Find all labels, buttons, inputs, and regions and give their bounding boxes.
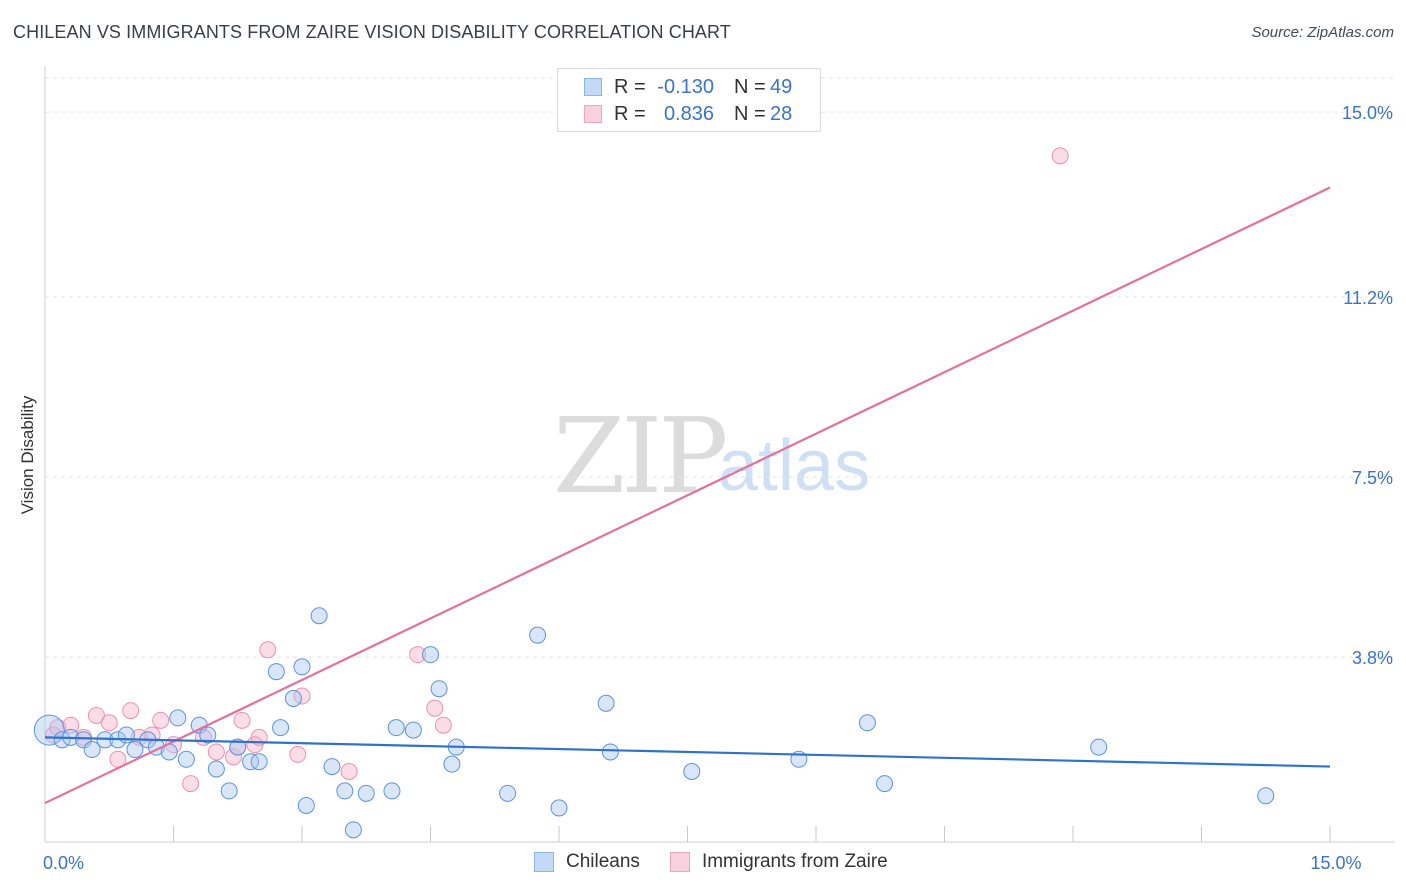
tick-labels: 3.8% 7.5% 11.2% 15.0% 0.0% 15.0% bbox=[43, 103, 1393, 873]
chilean-point bbox=[242, 753, 260, 771]
chilean-point bbox=[220, 782, 238, 800]
chilean-point bbox=[75, 731, 93, 749]
chilean-point bbox=[272, 719, 290, 737]
y-tick-label: 15.0% bbox=[1342, 103, 1393, 123]
y-tick-label: 3.8% bbox=[1352, 648, 1393, 668]
x-tick-label: 0.0% bbox=[43, 853, 84, 873]
zaire-point bbox=[122, 702, 140, 720]
chilean-point bbox=[443, 755, 461, 773]
chilean-point bbox=[858, 714, 876, 732]
chilean-point bbox=[126, 741, 144, 759]
zaire-point bbox=[434, 716, 452, 734]
chilean-point bbox=[683, 762, 701, 780]
legend-label-zaire: Immigrants from Zaire bbox=[701, 851, 888, 872]
legend-item-chileans: Chileans bbox=[534, 851, 640, 873]
chilean-point bbox=[529, 626, 547, 644]
chilean-point bbox=[207, 760, 225, 778]
zaire-point bbox=[224, 748, 242, 766]
chilean-point bbox=[430, 680, 448, 698]
n-label: N = bbox=[734, 102, 766, 125]
zaire-point bbox=[152, 711, 170, 729]
chilean-point bbox=[344, 821, 362, 839]
correlation-legend: R = -0.130 N = 49 R = 0.836 N = 28 bbox=[557, 68, 821, 132]
chileans-swatch-icon bbox=[584, 78, 602, 96]
chilean-point bbox=[293, 658, 311, 676]
zaire-point bbox=[289, 745, 307, 763]
chilean-point bbox=[83, 741, 101, 759]
y-tick-label: 11.2% bbox=[1343, 288, 1393, 308]
chart-title: CHILEAN VS IMMIGRANTS FROM ZAIRE VISION … bbox=[13, 22, 731, 42]
chilean-point bbox=[117, 726, 135, 744]
chilean-point bbox=[1257, 787, 1275, 805]
zaire-swatch-icon bbox=[584, 105, 602, 123]
zaire-point bbox=[426, 699, 444, 717]
r-value: 0.836 bbox=[663, 102, 714, 125]
r-label: R = bbox=[614, 75, 646, 98]
r-value: -0.130 bbox=[657, 75, 714, 98]
grid-lines bbox=[45, 77, 1395, 658]
zaire-point bbox=[259, 641, 277, 659]
chilean-points bbox=[33, 607, 1275, 839]
chilean-point bbox=[1090, 738, 1108, 756]
chilean-point bbox=[336, 782, 354, 800]
zaire-point bbox=[62, 716, 80, 734]
n-value: 28 bbox=[770, 102, 793, 125]
zaire-point bbox=[100, 714, 118, 732]
chilean-point bbox=[284, 689, 302, 707]
chilean-point bbox=[169, 709, 187, 727]
watermark-zip: ZIP bbox=[553, 395, 728, 517]
zaire-points bbox=[45, 147, 1069, 793]
zaire-swatch-icon bbox=[669, 852, 690, 872]
n-value: 49 bbox=[770, 75, 793, 98]
chilean-point bbox=[876, 775, 894, 793]
zaire-point bbox=[233, 711, 251, 729]
chilean-point bbox=[597, 694, 615, 712]
zaire-point bbox=[207, 743, 225, 761]
chilean-point bbox=[229, 738, 247, 756]
trend-lines bbox=[44, 186, 1331, 805]
chilean-point bbox=[250, 753, 268, 771]
zaire-point bbox=[409, 646, 427, 664]
legend-row-chileans: R = -0.130 N = 49 bbox=[584, 76, 792, 98]
legend-item-zaire: Immigrants from Zaire bbox=[669, 851, 888, 873]
axes bbox=[44, 66, 1395, 843]
watermark-atlas: atlas bbox=[718, 426, 871, 506]
zaire-point bbox=[340, 762, 358, 780]
y-tick-label: 7.5% bbox=[1352, 468, 1393, 488]
series-legend: Chileans Immigrants from Zaire bbox=[534, 851, 918, 873]
legend-row-zaire: R = 0.836 N = 28 bbox=[584, 103, 792, 125]
chilean-point bbox=[404, 721, 422, 739]
chilean-point bbox=[422, 646, 439, 664]
chilean-point bbox=[310, 607, 328, 625]
chilean-point bbox=[177, 750, 195, 768]
legend-label-chileans: Chileans bbox=[566, 851, 640, 872]
chilean-point bbox=[550, 799, 568, 817]
zaire-point bbox=[1051, 147, 1069, 165]
chileans-swatch-icon bbox=[534, 852, 554, 872]
chilean-point bbox=[383, 782, 401, 800]
n-label: N = bbox=[734, 75, 766, 98]
chilean-point bbox=[267, 663, 285, 681]
zaire-trend-line bbox=[44, 186, 1331, 805]
chilean-point bbox=[323, 758, 341, 776]
chilean-point bbox=[357, 784, 375, 802]
chilean-point bbox=[199, 726, 217, 744]
zaire-point bbox=[87, 706, 105, 724]
chilean-point bbox=[297, 797, 315, 815]
r-label: R = bbox=[614, 102, 646, 125]
chilean-point bbox=[387, 719, 405, 737]
chilean-point bbox=[499, 784, 517, 802]
zaire-point bbox=[182, 775, 200, 793]
source-label: Source: ZipAtlas.com bbox=[1251, 24, 1394, 41]
x-tick-label: 15.0% bbox=[1310, 853, 1361, 873]
chilean-point bbox=[601, 743, 619, 761]
chileans-trend-line bbox=[44, 736, 1331, 768]
